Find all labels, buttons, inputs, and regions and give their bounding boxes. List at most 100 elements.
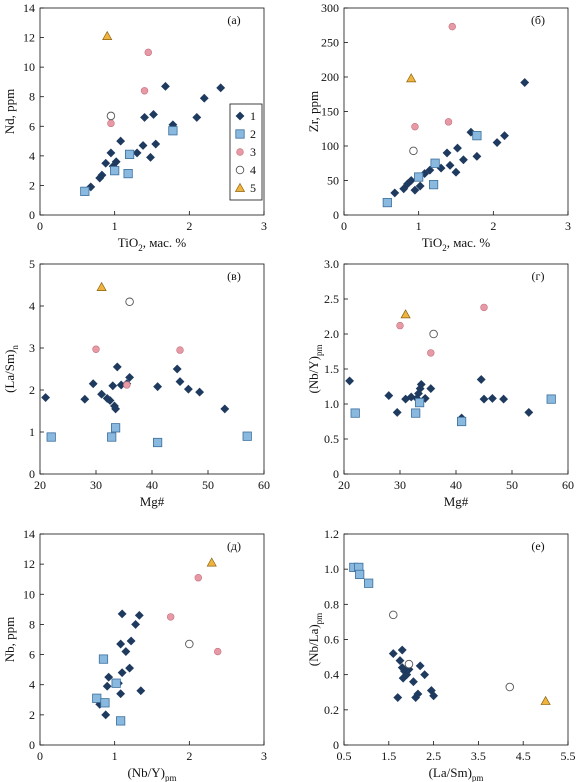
data-point-group-1 — [146, 152, 155, 162]
x-axis-label: TiO2, мас. % — [422, 235, 491, 253]
data-point-group-5 — [96, 281, 107, 291]
x-tick-label: 3 — [261, 219, 267, 233]
data-point-group-3 — [411, 122, 419, 131]
data-point-group-1 — [131, 620, 140, 629]
legend-marker-5 — [234, 182, 246, 192]
y-tick-label: 0.4 — [324, 668, 339, 682]
legend-marker-1 — [235, 111, 245, 121]
x-axis-label: Mg# — [444, 494, 469, 509]
data-point-group-1 — [125, 372, 135, 382]
y-tick-label: 0.8 — [324, 597, 339, 611]
data-point-group-2 — [414, 172, 424, 182]
y-tick-label: 50 — [327, 174, 339, 188]
data-point-group-1 — [172, 364, 182, 374]
y-tick-label: 2 — [29, 383, 35, 397]
data-point-group-1 — [151, 139, 161, 149]
data-point-group-4 — [429, 329, 438, 339]
data-point-group-1 — [453, 143, 462, 153]
x-tick-label: 60 — [562, 478, 574, 492]
y-tick-label: 1.5 — [324, 362, 339, 376]
plot-frame — [39, 533, 265, 746]
x-tick-label: 1 — [416, 219, 422, 233]
data-point-group-2 — [46, 432, 56, 442]
data-point-group-2 — [168, 126, 178, 136]
legend-label-4: 4 — [250, 163, 256, 177]
data-point-group-1 — [195, 387, 205, 397]
data-point-group-2 — [92, 693, 102, 703]
x-tick-label: 2 — [186, 749, 192, 763]
y-tick-label: 0 — [29, 208, 35, 222]
data-point-group-1 — [199, 93, 209, 103]
data-point-group-1 — [111, 157, 121, 167]
y-tick-label: 6 — [29, 119, 35, 133]
data-point-group-1 — [415, 661, 425, 671]
panel-tag: (г) — [532, 269, 545, 283]
y-tick-label: 4 — [29, 149, 35, 163]
x-tick-label: 3 — [565, 219, 571, 233]
data-point-group-4 — [505, 682, 515, 692]
plot-frame — [39, 7, 265, 216]
legend-marker-3 — [236, 148, 244, 156]
data-point-group-4 — [185, 639, 194, 649]
data-point-group-5 — [406, 73, 417, 83]
data-point-group-4 — [125, 297, 134, 307]
x-tick-label: 20 — [338, 478, 350, 492]
data-point-group-1 — [410, 185, 420, 195]
data-point-group-1 — [492, 138, 502, 147]
y-axis-label: Zr, ppm — [306, 91, 321, 132]
data-point-group-1 — [102, 681, 112, 691]
y-tick-label: 10 — [23, 587, 35, 601]
x-axis-label: Mg# — [140, 494, 165, 509]
data-point-group-1 — [216, 83, 226, 93]
data-point-group-5 — [102, 30, 113, 40]
data-point-group-1 — [117, 668, 127, 678]
x-tick-label: 50 — [202, 478, 214, 492]
data-point-group-1 — [397, 663, 407, 673]
legend-label-1: 1 — [250, 109, 256, 123]
data-point-group-1 — [409, 677, 418, 687]
data-point-group-5 — [400, 309, 411, 319]
data-point-group-1 — [397, 645, 407, 655]
x-tick-label: 3.5 — [471, 749, 486, 763]
data-point-group-1 — [220, 404, 230, 414]
data-point-group-1 — [104, 672, 114, 682]
legend-box — [229, 103, 263, 201]
y-tick-label: 200 — [321, 70, 339, 84]
x-tick-label: 50 — [506, 478, 518, 492]
data-point-group-1 — [399, 184, 409, 194]
data-point-group-3 — [123, 381, 131, 389]
data-point-group-1 — [479, 394, 489, 404]
x-tick-label: 40 — [450, 478, 462, 492]
legend-label-2: 2 — [250, 127, 256, 141]
data-point-group-2 — [355, 569, 365, 580]
data-point-group-1 — [459, 155, 468, 165]
data-point-group-1 — [426, 384, 436, 394]
x-axis-label: TiO2, мас. % — [118, 235, 187, 253]
y-tick-label: 1 — [29, 425, 35, 439]
y-tick-label: 300 — [321, 1, 339, 15]
y-tick-label: 2.5 — [324, 292, 339, 306]
y-tick-label: 8 — [29, 617, 35, 631]
data-point-group-1 — [472, 151, 482, 161]
data-point-group-1 — [487, 393, 497, 403]
y-tick-label: 1.2 — [324, 527, 339, 541]
data-point-group-2 — [116, 716, 126, 726]
legend-marker-4 — [235, 165, 245, 175]
data-point-group-1 — [524, 407, 534, 417]
y-tick-label: 2 — [29, 708, 35, 722]
x-tick-label: 2.5 — [426, 749, 441, 763]
data-point-group-3 — [176, 346, 184, 354]
data-point-group-1 — [415, 181, 425, 191]
y-tick-label: 12 — [23, 31, 35, 45]
y-tick-label: 0.5 — [324, 432, 339, 446]
data-point-group-1 — [429, 691, 439, 701]
panel-g: 20 30 40 50 60 0 0.5 1.0 1.5 2.0 2.5 3.0 (г) Mg# (Nb/Y… — [306, 257, 574, 509]
data-point-group-2 — [546, 394, 556, 404]
data-point-group-4 — [404, 659, 414, 669]
panel-b: 0 1 2 3 0 50 100 150 200 250 300 (б) TiO2, мас. % Zr,… — [306, 1, 571, 253]
y-tick-label: 4 — [29, 678, 35, 692]
x-tick-label: 4.5 — [516, 749, 531, 763]
x-axis-label: (Nb/Y)pm — [127, 765, 176, 782]
panel-v: 20 30 40 50 60 0 1 2 3 4 5 (в) Mg# (La/Sm)n — [2, 257, 270, 509]
data-point-group-1 — [97, 170, 107, 180]
